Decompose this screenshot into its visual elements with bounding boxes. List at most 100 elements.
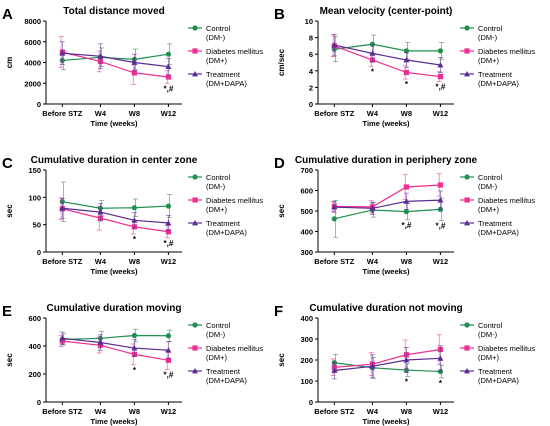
data-point	[97, 53, 104, 59]
series-line	[62, 52, 169, 68]
series-control	[331, 34, 445, 63]
x-tick-label: W8	[129, 109, 140, 118]
series-line	[334, 348, 441, 368]
y-axis-label: sec	[277, 204, 286, 218]
series-line	[62, 207, 169, 224]
data-point	[369, 41, 375, 47]
legend-label: (DM-)	[206, 182, 226, 191]
panel-title: Total distance moved	[63, 6, 165, 17]
data-point	[369, 363, 376, 369]
series-line	[334, 44, 441, 66]
legend-swatch-marker	[192, 220, 198, 226]
series-line	[62, 334, 169, 341]
x-tick-label: W4	[367, 109, 379, 118]
series-line	[334, 184, 441, 208]
series-line	[62, 340, 169, 361]
legend-label: Control	[206, 173, 231, 182]
data-point	[131, 345, 138, 351]
y-tick-label: 8000	[24, 17, 41, 26]
legend-swatch-marker	[192, 25, 198, 31]
legend-label: Treatment	[478, 70, 513, 79]
data-point	[165, 203, 171, 209]
legend-swatch-marker	[192, 48, 198, 54]
data-point	[97, 209, 104, 215]
legend-swatch-marker	[192, 197, 198, 203]
y-tick-label: 200	[28, 370, 41, 379]
significance-mark: *,#	[436, 222, 446, 231]
panel-title: Cumulative duration in center zone	[31, 155, 198, 166]
panel-e: E Cumulative duration moving 0 200 400 600 Bef…	[2, 303, 263, 426]
y-tick-label: 100	[28, 193, 41, 202]
legend-label: Control	[478, 173, 503, 182]
panel-letter: F	[274, 303, 283, 320]
series-treatment	[59, 41, 172, 76]
x-tick-label: W8	[129, 407, 140, 416]
data-point	[165, 333, 171, 339]
legend-label: (DM+DAPA)	[478, 79, 519, 88]
y-tick-label: 8	[309, 34, 313, 43]
data-point	[437, 74, 443, 80]
legend-label: Treatment	[206, 219, 241, 228]
y-tick-label: 0	[309, 398, 313, 407]
legend-swatch-marker	[192, 345, 198, 351]
y-tick-label: 0	[37, 398, 41, 407]
data-point	[165, 229, 171, 235]
y-tick-label: 150	[28, 166, 41, 175]
data-point	[403, 57, 410, 63]
legend-label: (DM-)	[206, 33, 226, 42]
data-point	[331, 204, 338, 210]
data-point	[131, 217, 138, 223]
data-point	[59, 50, 66, 56]
legend-label: Treatment	[478, 367, 513, 376]
series-line	[334, 357, 441, 372]
x-tick-label: W12	[161, 407, 176, 416]
panel-b: B Mean velocity (center-point) 0 2 4 6 8 10 Befo…	[274, 6, 535, 128]
series-line	[334, 45, 441, 78]
data-point	[131, 70, 137, 76]
y-tick-label: 100	[300, 377, 313, 386]
y-axis-label: sec	[5, 204, 14, 218]
y-tick-label: 10	[305, 17, 313, 26]
data-point	[437, 182, 443, 188]
y-tick-label: 300	[300, 248, 313, 257]
legend-swatch-marker	[464, 25, 470, 31]
data-point	[131, 205, 137, 211]
y-tick-label: 600	[28, 314, 41, 323]
series-line	[334, 208, 441, 220]
y-tick-label: 400	[28, 342, 41, 351]
panel-letter: C	[2, 155, 13, 172]
data-point	[437, 355, 444, 361]
x-tick-label: W4	[95, 257, 107, 266]
data-point	[437, 368, 443, 375]
significance-mark: *	[371, 68, 375, 77]
legend: Control(DM-) Diabetes mellitus(DM+) Treatm…	[460, 173, 535, 237]
y-tick-label: 400	[300, 228, 313, 237]
y-tick-label: 700	[300, 166, 313, 175]
x-tick-label: Before STZ	[42, 109, 82, 118]
legend-swatch-marker	[192, 322, 198, 328]
legend-label: (DM-)	[478, 330, 498, 339]
y-tick-label: 4000	[24, 59, 41, 68]
series-treatment	[59, 198, 172, 232]
panel-f: F Cumulative duration not moving 0 100 200 30…	[274, 303, 535, 426]
legend-label: Diabetes mellitus	[206, 47, 263, 56]
y-tick-label: 6000	[24, 38, 41, 47]
data-point	[165, 357, 171, 363]
panel-letter: A	[2, 6, 13, 23]
y-tick-label: 6	[309, 50, 313, 59]
x-tick-label: W12	[433, 407, 448, 416]
panel-title: Cumulative duration in periphery zone	[295, 155, 478, 166]
legend-swatch-marker	[464, 368, 470, 374]
data-point	[403, 198, 410, 204]
x-tick-label: W8	[401, 407, 412, 416]
legend-label: (DM+)	[206, 205, 228, 214]
series-treatment	[331, 345, 444, 380]
data-point	[437, 61, 444, 68]
legend-label: Control	[206, 24, 231, 33]
x-tick-label: W12	[433, 257, 448, 266]
series-line	[62, 53, 169, 62]
x-axis-label: Time (weeks)	[91, 417, 138, 426]
legend-swatch-marker	[464, 48, 470, 54]
significance-mark: *	[133, 235, 137, 244]
